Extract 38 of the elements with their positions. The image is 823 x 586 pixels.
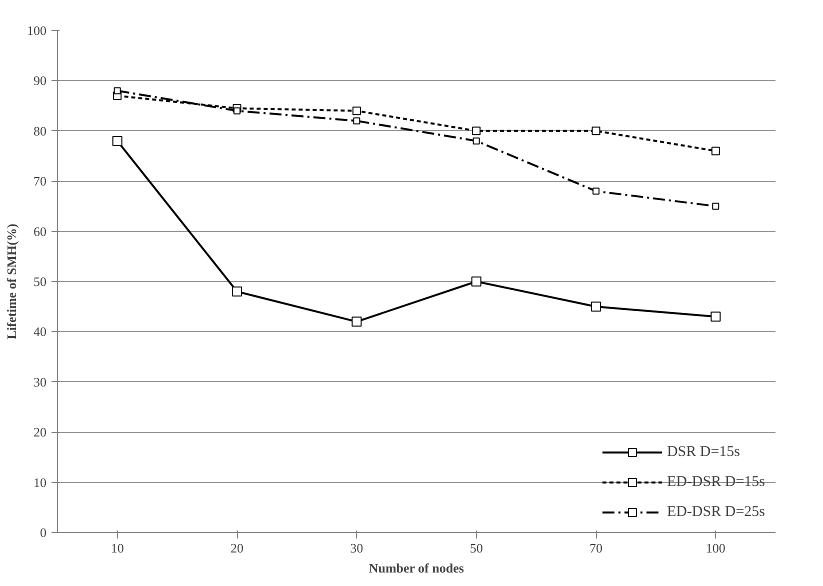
y-axis-title: Lifetime of SMH(%): [4, 224, 19, 340]
x-tick-label: 20: [230, 540, 244, 556]
point: [352, 106, 361, 116]
x-tick-label: 10: [110, 540, 124, 556]
point: [112, 136, 122, 146]
x-tick-label: 30: [350, 540, 364, 556]
y-tick-label: 60: [34, 224, 46, 239]
point: [234, 107, 240, 114]
point: [472, 126, 481, 136]
point: [712, 202, 720, 210]
legend-label: DSR D=15s: [666, 444, 740, 460]
x-tick-label: 50: [470, 540, 483, 556]
y-tick-label: 30: [34, 374, 46, 390]
legend-label: ED-DSR D=25s: [666, 504, 765, 520]
legend-label: ED-DSR D=15s: [666, 474, 765, 490]
point: [591, 302, 601, 312]
y-tick-label: 50: [34, 274, 46, 289]
point: [592, 126, 600, 136]
point: [711, 146, 720, 156]
point: [472, 137, 480, 144]
y-tick-label: 80: [34, 123, 46, 138]
y-tick-label: 40: [34, 324, 46, 340]
y-tick-label: 70: [34, 174, 46, 189]
x-tick-label: 70: [590, 540, 602, 556]
point: [114, 87, 121, 94]
y-tick-label: 20: [34, 424, 46, 440]
point: [232, 286, 242, 297]
y-tick-label: 90: [34, 73, 46, 88]
point: [353, 117, 360, 124]
point: [710, 312, 721, 322]
x-axis-title: Number of nodes: [368, 560, 464, 576]
y-tick-label: 100: [27, 23, 46, 38]
y-tick-label: 10: [34, 474, 46, 490]
point: [352, 316, 362, 327]
point: [592, 188, 600, 195]
x-tick-label: 100: [706, 540, 726, 556]
y-tick-label: 0: [40, 525, 46, 540]
point: [471, 276, 482, 286]
